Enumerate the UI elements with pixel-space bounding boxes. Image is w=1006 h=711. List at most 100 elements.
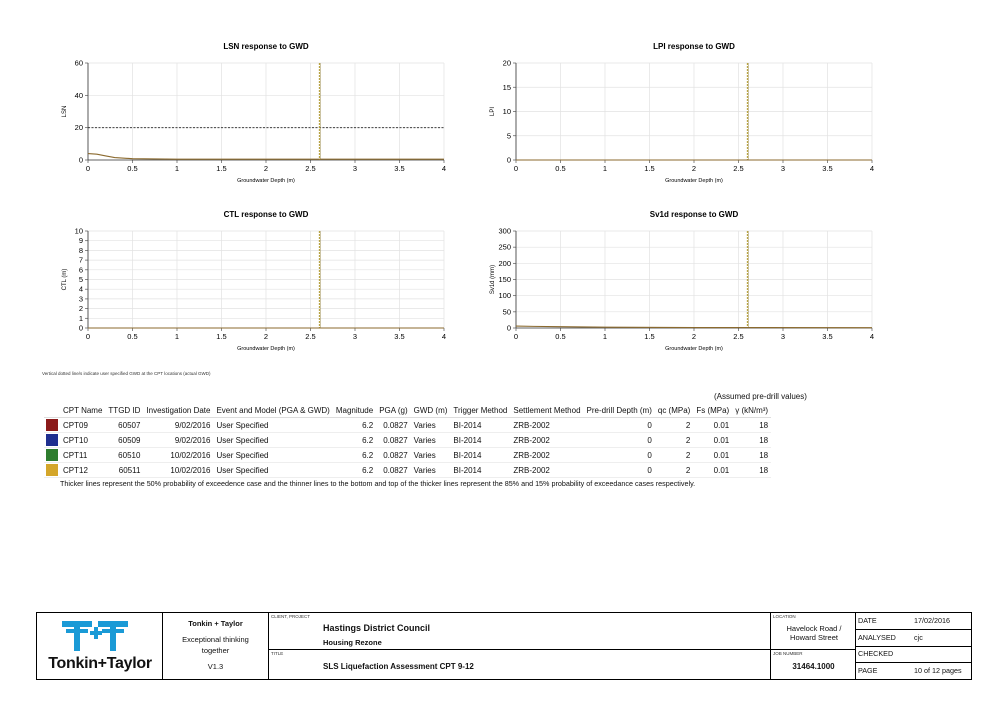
column-header: Magnitude — [332, 403, 377, 418]
x-tick-label: 4 — [870, 164, 874, 173]
table-cell: CPT09 — [60, 417, 106, 433]
table-cell: 10/02/2016 — [143, 447, 214, 463]
column-header: Fs (MPa) — [693, 403, 733, 418]
job-label: JOB NUMBER — [773, 651, 803, 656]
table-cell: CPT11 — [60, 447, 106, 463]
table-cell: 2 — [654, 417, 694, 433]
date-label: DATE — [858, 616, 877, 625]
x-tick-label: 1.5 — [216, 164, 226, 173]
x-tick-label: 1 — [175, 164, 179, 173]
x-tick-label: 1 — [603, 164, 607, 173]
y-axis-label: LPI — [490, 107, 496, 116]
table-cell: BI-2014 — [450, 447, 511, 463]
table-cell: 2 — [654, 447, 694, 463]
table-cell: BI-2014 — [450, 462, 511, 478]
table-cell: 60507 — [105, 417, 144, 433]
color-swatch — [46, 434, 58, 446]
x-tick-label: 3.5 — [822, 164, 832, 173]
y-tick-label: 100 — [498, 291, 511, 300]
job-number: 31464.1000 — [792, 662, 835, 671]
table-cell: 10/02/2016 — [143, 462, 214, 478]
table-cell: 6.2 — [332, 447, 377, 463]
x-tick-label: 2.5 — [733, 332, 743, 341]
table-cell: 2 — [654, 432, 694, 448]
series-line-CPT09 — [515, 325, 873, 329]
table-cell: 60510 — [105, 447, 144, 463]
company-area: Tonkin + Taylor Exceptional thinking tog… — [163, 613, 269, 679]
table-cell: ZRB-2002 — [510, 447, 584, 463]
y-axis-label: CTL (m) — [62, 269, 68, 291]
table-cell: Varies — [410, 462, 451, 478]
table-cell: 6.2 — [332, 417, 377, 433]
table-row: CPT10 60509 9/02/2016 User Specified 6.2 0.08… — [44, 432, 772, 448]
y-tick-label: 10 — [503, 107, 511, 116]
table-cell: 9/02/2016 — [143, 417, 214, 433]
analysed-label: ANALYSED — [858, 633, 896, 642]
y-tick-label: 60 — [75, 59, 83, 68]
table-cell: 18 — [732, 417, 772, 433]
location-label: LOCATION — [773, 614, 796, 619]
y-tick-label: 3 — [79, 294, 83, 303]
table-cell: User Specified — [213, 462, 333, 478]
checked-label: CHECKED — [858, 649, 894, 658]
y-tick-label: 10 — [75, 227, 83, 236]
table-cell: 60509 — [105, 432, 144, 448]
table-row: CPT12 60511 10/02/2016 User Specified 6.2 0.0… — [44, 462, 772, 478]
y-tick-label: 0 — [507, 156, 511, 165]
column-header: γ (kN/m³) — [732, 403, 772, 418]
title-area: TITLE SLS Liquefaction Assessment CPT 9-… — [269, 650, 771, 679]
cpt-table: CPT Name TTGD ID Investigation Date Event a… — [44, 403, 772, 478]
y-tick-label: 300 — [498, 227, 511, 236]
x-tick-label: 1.5 — [644, 164, 654, 173]
date-value: 17/02/2016 — [914, 616, 950, 625]
table-cell: 18 — [732, 447, 772, 463]
row-swatch-cell — [44, 417, 60, 433]
x-axis-label: Groundwater Depth (m) — [237, 346, 295, 352]
column-header: Event and Model (PGA & GWD) — [213, 403, 333, 418]
x-tick-label: 0.5 — [127, 164, 137, 173]
column-header: CPT Name — [60, 403, 106, 418]
table-footnote: Thicker lines represent the 50% probabil… — [60, 479, 696, 488]
column-header: Investigation Date — [143, 403, 214, 418]
x-tick-label: 1 — [603, 332, 607, 341]
y-tick-label: 0 — [79, 324, 83, 333]
drawing-title: SLS Liquefaction Assessment CPT 9-12 — [323, 662, 474, 671]
x-tick-label: 3 — [353, 332, 357, 341]
x-axis-label: Groundwater Depth (m) — [665, 178, 723, 184]
x-tick-label: 2.5 — [305, 332, 315, 341]
color-swatch — [46, 464, 58, 476]
table-cell: Varies — [410, 417, 451, 433]
x-tick-label: 2 — [264, 164, 268, 173]
table-cell: 18 — [732, 462, 772, 478]
chart-sv1d: Sv1d response to GWD 300 250 200 150 100 50 00 0… — [490, 210, 874, 352]
chart-title: Sv1d response to GWD — [650, 210, 739, 219]
chart-title: LPI response to GWD — [653, 42, 735, 51]
y-tick-label: 50 — [503, 307, 511, 316]
y-tick-label: 20 — [503, 59, 511, 68]
x-axis-label: Groundwater Depth (m) — [237, 178, 295, 184]
table-cell: ZRB-2002 — [510, 432, 584, 448]
table-cell: 0.01 — [693, 462, 733, 478]
x-tick-label: 3.5 — [822, 332, 832, 341]
table-cell: User Specified — [213, 417, 333, 433]
table-cell: 0.0827 — [376, 432, 411, 448]
logo-area: Tonkin+Taylor — [37, 613, 163, 679]
x-tick-label: 1.5 — [216, 332, 226, 341]
logo-part — [94, 627, 98, 639]
y-tick-label: 15 — [503, 83, 511, 92]
table-cell: 18 — [732, 432, 772, 448]
page-value: 10 of 12 pages — [914, 666, 962, 675]
table-cell: 6.2 — [332, 462, 377, 478]
table-cell: 0.01 — [693, 432, 733, 448]
assumed-values-label: (Assumed pre-drill values) — [714, 392, 807, 401]
x-tick-label: 2.5 — [305, 164, 315, 173]
table-cell: 0 — [583, 432, 655, 448]
y-tick-label: 8 — [79, 246, 83, 255]
table-cell: User Specified — [213, 432, 333, 448]
table-cell: ZRB-2002 — [510, 417, 584, 433]
table-cell: CPT10 — [60, 432, 106, 448]
table-cell: 60511 — [105, 462, 144, 478]
table-cell: 0.0827 — [376, 447, 411, 463]
version: V1.3 — [207, 662, 224, 671]
y-tick-label: 4 — [79, 285, 83, 294]
